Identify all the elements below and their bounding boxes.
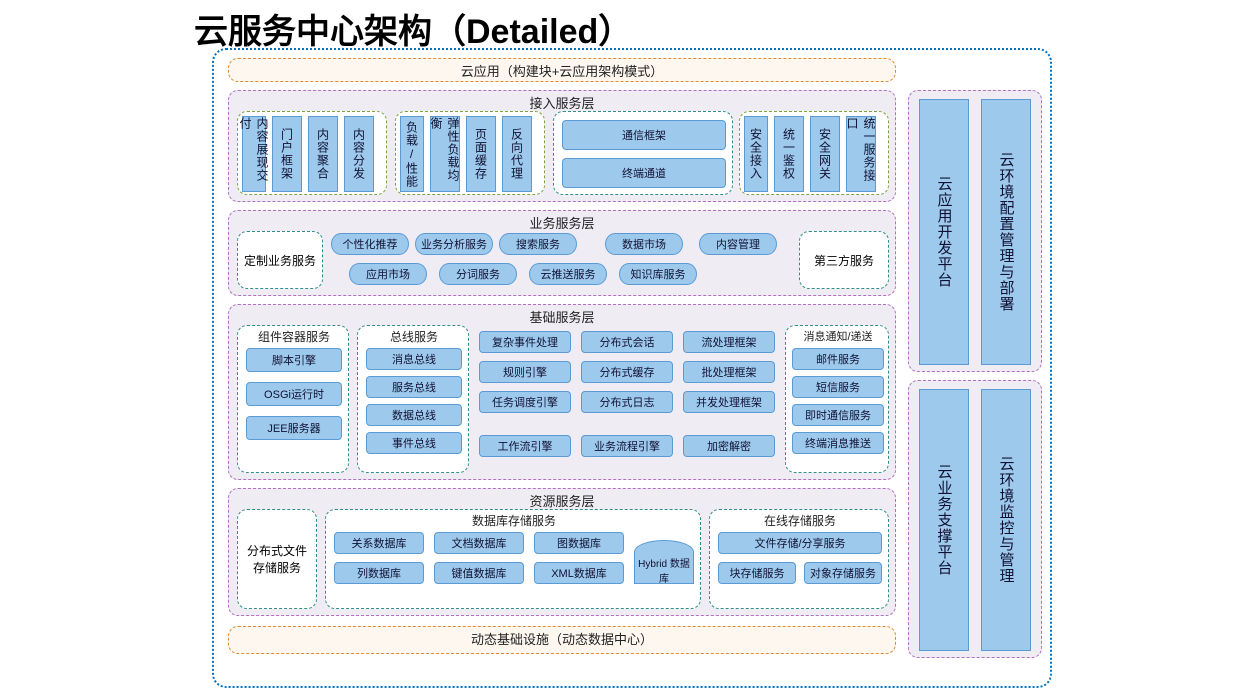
group-db-label: 数据库存储服务 [326,512,702,529]
rail-bot-right: 云环境监控与管理 [981,389,1031,651]
container-0: 脚本引擎 [246,348,342,372]
online-r2-0: 块存储服务 [718,562,796,584]
db-r2-2: XML数据库 [534,562,624,584]
notify-0: 邮件服务 [792,348,884,370]
content-item-2: 内容分发 [344,116,374,192]
layer-base: 基础服务层 组件容器服务 脚本引擎 OSGi运行时 JEE服务器 总线服务 消息… [228,304,896,480]
biz-right: 第三方服务 [799,231,889,289]
online-r2-1: 对象存储服务 [804,562,882,584]
perf-item-0: 弹性负载均衡 [430,116,460,192]
rail-bot-left: 云业务支撑平台 [919,389,969,651]
security-item-0: 统一鉴权 [774,116,804,192]
group-perf: 负载/性能 弹性负载均衡 页面缓存 反向代理 [395,111,545,195]
group-dist-label: 分布式文件存储服务 [238,538,316,580]
layer-access-title: 接入服务层 [229,91,895,112]
layer-business-title: 业务服务层 [229,211,895,232]
content-item-1: 内容聚合 [308,116,338,192]
base-c3-3: 工作流引擎 [479,435,571,457]
biz-left-label: 定制业务服务 [244,252,316,269]
db-r1-2: 图数据库 [534,532,624,554]
bottom-banner-label: 动态基础设施（动态数据中心） [229,627,895,648]
group-db: 数据库存储服务 关系数据库 文档数据库 图数据库 列数据库 键值数据库 XML数… [325,509,701,609]
notify-3: 终端消息推送 [792,432,884,454]
biz-r1-2: 搜索服务 [499,233,577,255]
online-r1-0: 文件存储/分享服务 [718,532,882,554]
notify-1: 短信服务 [792,376,884,398]
db-r1-0: 关系数据库 [334,532,424,554]
group-comm: 通信框架 终端通道 [553,111,733,195]
comm-item-0: 通信框架 [562,120,726,150]
db-r2-1: 键值数据库 [434,562,524,584]
biz-r2-2: 云推送服务 [529,263,607,285]
base-c4-2: 分布式日志 [581,391,673,413]
base-c5-2: 并发处理框架 [683,391,775,413]
base-c3-2: 任务调度引擎 [479,391,571,413]
layer-resource-title: 资源服务层 [229,489,895,510]
biz-r2-0: 应用市场 [349,263,427,285]
group-dist: 分布式文件存储服务 [237,509,317,609]
right-rail-top: 云应用开发平台 云环境配置管理与部署 [908,90,1042,372]
notify-2: 即时通信服务 [792,404,884,426]
bus-2: 数据总线 [366,404,462,426]
comm-item-1: 终端通道 [562,158,726,188]
base-c5-0: 流处理框架 [683,331,775,353]
db-hybrid: Hybrid 数据库 [634,540,694,584]
perf-item-1: 页面缓存 [466,116,496,192]
security-item-2: 统一服务接口 [846,116,876,192]
layer-business: 业务服务层 定制业务服务 第三方服务 个性化推荐 业务分析服务 搜索服务 数据市… [228,210,896,296]
biz-r1-0: 个性化推荐 [331,233,409,255]
right-rail-bottom: 云业务支撑平台 云环境监控与管理 [908,380,1042,658]
base-c3-1: 规则引擎 [479,361,571,383]
group-online-label: 在线存储服务 [710,512,890,529]
base-c4-0: 分布式会话 [581,331,673,353]
group-notify: 消息通知/递送 邮件服务 短信服务 即时通信服务 终端消息推送 [785,325,889,473]
layer-base-title: 基础服务层 [229,305,895,326]
layer-access: 接入服务层 内容展现交付 门户框架 内容聚合 内容分发 负载/性能 弹性负载均衡… [228,90,896,202]
group-container: 组件容器服务 脚本引擎 OSGi运行时 JEE服务器 [237,325,349,473]
biz-r1-1: 业务分析服务 [415,233,493,255]
base-c4-3: 业务流程引擎 [581,435,673,457]
group-content: 内容展现交付 门户框架 内容聚合 内容分发 [237,111,387,195]
group-security-label: 安全接入 [744,116,768,192]
group-online: 在线存储服务 文件存储/分享服务 块存储服务 对象存储服务 [709,509,889,609]
rail-top-right: 云环境配置管理与部署 [981,99,1031,365]
bottom-banner: 动态基础设施（动态数据中心） [228,626,896,654]
group-container-label: 组件容器服务 [238,328,350,345]
db-r1-1: 文档数据库 [434,532,524,554]
group-bus-label: 总线服务 [358,328,470,345]
db-r2-0: 列数据库 [334,562,424,584]
content-item-0: 门户框架 [272,116,302,192]
perf-item-2: 反向代理 [502,116,532,192]
base-c4-1: 分布式缓存 [581,361,673,383]
group-perf-label: 负载/性能 [400,116,424,192]
diagram-title: 云服务中心架构（Detailed） [194,4,632,53]
layer-resource: 资源服务层 分布式文件存储服务 数据库存储服务 关系数据库 文档数据库 图数据库… [228,488,896,616]
biz-r2-3: 知识库服务 [619,263,697,285]
base-c5-1: 批处理框架 [683,361,775,383]
group-content-label: 内容展现交付 [242,116,266,192]
biz-r1-4: 内容管理 [699,233,777,255]
base-c5-3: 加密解密 [683,435,775,457]
container-2: JEE服务器 [246,416,342,440]
group-notify-label: 消息通知/递送 [786,328,890,344]
bus-0: 消息总线 [366,348,462,370]
biz-right-label: 第三方服务 [814,252,874,269]
base-c3-0: 复杂事件处理 [479,331,571,353]
biz-r1-3: 数据市场 [605,233,683,255]
biz-left: 定制业务服务 [237,231,323,289]
top-banner: 云应用（构建块+云应用架构模式） [228,58,896,82]
outer-frame: 云应用（构建块+云应用架构模式） 接入服务层 内容展现交付 门户框架 内容聚合 … [212,48,1052,688]
biz-r2-1: 分词服务 [439,263,517,285]
bus-3: 事件总线 [366,432,462,454]
bus-1: 服务总线 [366,376,462,398]
container-1: OSGi运行时 [246,382,342,406]
security-item-1: 安全网关 [810,116,840,192]
rail-top-left: 云应用开发平台 [919,99,969,365]
group-bus: 总线服务 消息总线 服务总线 数据总线 事件总线 [357,325,469,473]
group-security: 安全接入 统一鉴权 安全网关 统一服务接口 [739,111,889,195]
top-banner-label: 云应用（构建块+云应用架构模式） [229,59,895,80]
